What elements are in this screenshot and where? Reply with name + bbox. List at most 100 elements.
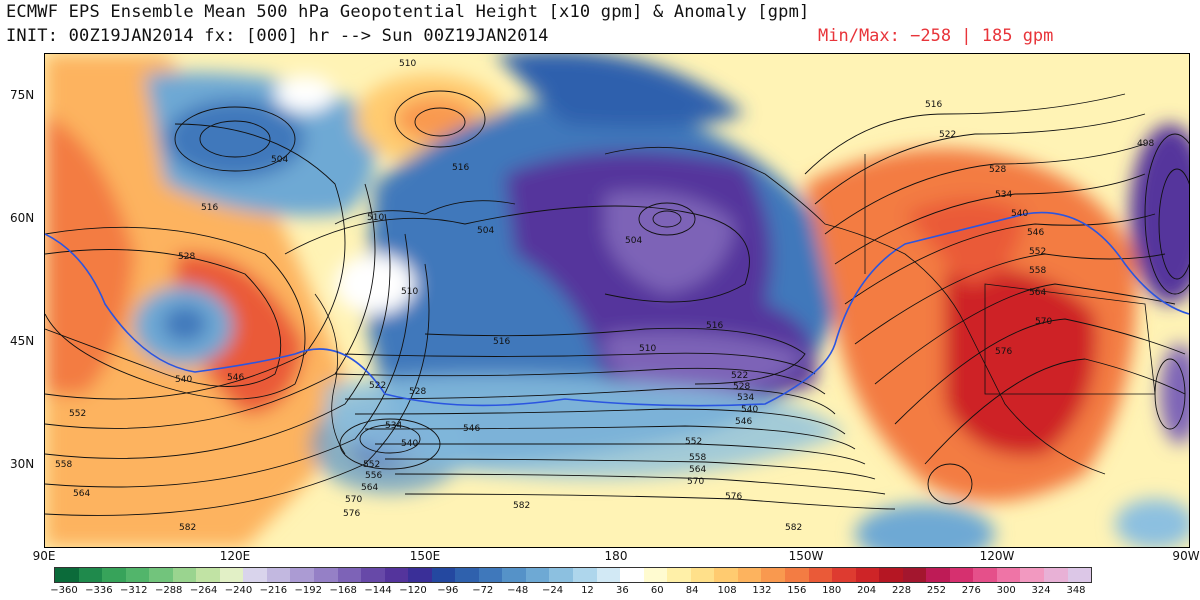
map-title: ECMWF EPS Ensemble Mean 500 hPa Geopoten…	[6, 2, 810, 22]
colorbar-swatch	[384, 568, 409, 582]
contour-label: 552	[69, 409, 86, 419]
contour-label: 504	[271, 155, 288, 165]
contour-label: 528	[409, 387, 426, 397]
contour-label: 558	[689, 453, 706, 463]
colorbar-tick-label: 156	[787, 585, 807, 596]
contour-label: 534	[737, 393, 754, 403]
contour-label: 546	[735, 417, 752, 427]
colorbar-swatch	[973, 568, 997, 582]
colorbar-swatch	[996, 568, 1021, 582]
lon-label-120w: 120W	[979, 549, 1015, 563]
colorbar-swatch	[690, 568, 715, 582]
contour-label: 528	[733, 382, 750, 392]
contour-label: 564	[361, 483, 378, 493]
colorbar-tick-label: 36	[615, 585, 629, 596]
colorbar-swatch	[596, 568, 621, 582]
colorbar-swatch	[314, 568, 338, 582]
colorbar-tick-label: −240	[224, 585, 253, 596]
colorbar-swatch	[55, 568, 79, 582]
contour-label: 576	[995, 347, 1012, 357]
contour-label: 564	[1029, 288, 1046, 298]
anomaly-fill	[45, 54, 1189, 547]
colorbar-tick-label: 60	[650, 585, 664, 596]
colorbar-tick-label: 204	[857, 585, 877, 596]
contour-label: 564	[689, 465, 706, 475]
lon-label-150e: 150E	[409, 549, 441, 563]
colorbar-swatch	[667, 568, 691, 582]
colorbar-swatch	[78, 568, 103, 582]
contour-label: 534	[385, 421, 402, 431]
colorbar-swatch	[1067, 568, 1092, 582]
contour-label: 556	[365, 471, 382, 481]
contour-label: 546	[463, 424, 480, 434]
anomaly-map: 510 504 516 510 504 516 528 540 546 552 …	[44, 53, 1190, 548]
colorbar	[54, 567, 1092, 583]
colorbar-swatch	[737, 568, 762, 582]
colorbar-swatch	[125, 568, 150, 582]
contour-label: 582	[785, 523, 802, 533]
colorbar-swatch	[102, 568, 126, 582]
colorbar-swatch	[761, 568, 785, 582]
lon-label-150w: 150W	[788, 549, 824, 563]
colorbar-tick-label: −120	[399, 585, 427, 596]
contour-label: 510	[367, 213, 384, 223]
colorbar-swatch	[290, 568, 315, 582]
colorbar-tick-label: 324	[1031, 585, 1051, 596]
contour-label: 576	[343, 509, 360, 519]
contour-label: 516	[925, 100, 942, 110]
contour-label: 498	[1137, 139, 1154, 149]
contour-label: 516	[201, 203, 218, 213]
contour-label: 540	[741, 405, 758, 415]
colorbar-tick-label: 180	[822, 585, 842, 596]
contour-label: 552	[685, 437, 702, 447]
contour-label: 582	[513, 501, 530, 511]
colorbar-tick-label: −168	[329, 585, 357, 596]
contour-label: 534	[995, 190, 1012, 200]
colorbar-swatch	[1020, 568, 1044, 582]
colorbar-swatch	[478, 568, 503, 582]
colorbar-swatch	[832, 568, 856, 582]
colorbar-swatch	[266, 568, 291, 582]
contour-label: 570	[1035, 317, 1052, 327]
lat-label-30n: 30N	[10, 457, 35, 471]
contour-label: 528	[178, 252, 195, 262]
colorbar-tick-label: −336	[85, 585, 113, 596]
colorbar-swatch	[455, 568, 479, 582]
contour-label: 576	[725, 492, 742, 502]
contour-label: 558	[55, 460, 72, 470]
colorbar-tick-label: −96	[437, 585, 459, 596]
contour-label: 504	[625, 236, 642, 246]
colorbar-swatch	[172, 568, 197, 582]
colorbar-swatch	[243, 568, 267, 582]
colorbar-tick-label: 84	[685, 585, 699, 596]
contour-label: 540	[401, 439, 418, 449]
colorbar-swatch	[620, 568, 644, 582]
colorbar-tick-label: 276	[961, 585, 981, 596]
colorbar-swatch	[879, 568, 903, 582]
lon-label-90e: 90E	[32, 549, 56, 563]
contour-label: 540	[175, 375, 192, 385]
colorbar-swatch	[949, 568, 974, 582]
contour-label: 528	[989, 165, 1006, 175]
lon-label-120e: 120E	[219, 549, 251, 563]
colorbar-tick-label: −288	[154, 585, 183, 596]
colorbar-tick-label: 300	[996, 585, 1016, 596]
colorbar-swatch	[337, 568, 362, 582]
contour-label: 516	[493, 337, 510, 347]
height-contours	[45, 90, 1189, 516]
colorbar-tick-label: −24	[541, 585, 564, 596]
contour-label: 522	[731, 371, 748, 381]
colorbar-tick-label: −192	[294, 585, 322, 596]
contour-label: 510	[399, 59, 416, 69]
contour-label: 510	[401, 287, 418, 297]
contour-label: 552	[363, 460, 380, 470]
map-canvas: 510 504 516 510 504 516 528 540 546 552 …	[45, 54, 1189, 547]
colorbar-swatch	[549, 568, 574, 582]
contour-label: 504	[477, 226, 494, 236]
reference-contour	[45, 211, 1189, 407]
contour-label: 546	[227, 373, 244, 383]
colorbar-swatch	[643, 568, 668, 582]
min-max-readout: Min/Max: −258 | 185 gpm	[818, 26, 1054, 46]
init-forecast-line: INIT: 00Z19JAN2014 fx: [000] hr --> Sun …	[6, 26, 549, 46]
contour-label: 582	[179, 523, 196, 533]
